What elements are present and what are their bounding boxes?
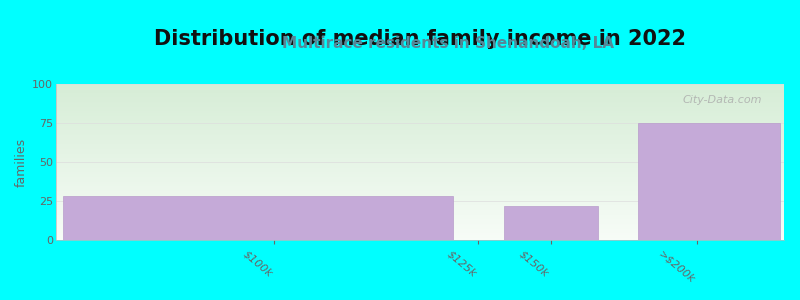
Bar xyxy=(63,196,453,240)
Text: Multirace residents in Shenandoah, LA: Multirace residents in Shenandoah, LA xyxy=(282,36,614,51)
Y-axis label: families: families xyxy=(15,137,28,187)
Text: City-Data.com: City-Data.com xyxy=(682,95,762,105)
Bar xyxy=(638,123,780,240)
Bar xyxy=(504,206,598,240)
Title: Distribution of median family income in 2022: Distribution of median family income in … xyxy=(154,29,686,49)
